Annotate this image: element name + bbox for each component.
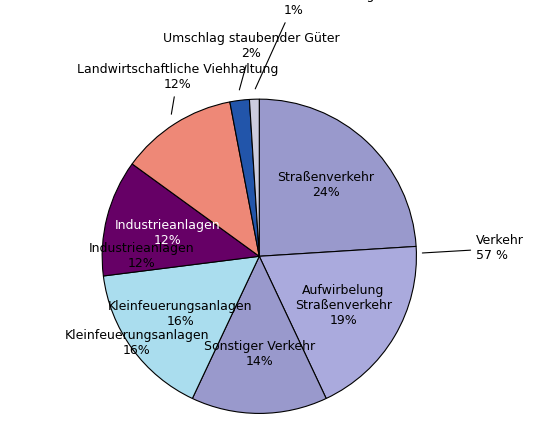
Wedge shape: [103, 256, 259, 398]
Wedge shape: [132, 102, 259, 256]
Text: Landwirtschaftliche Viehhaltung
12%: Landwirtschaftliche Viehhaltung 12%: [77, 63, 278, 114]
Text: Kleinfeuerungsanlagen
16%: Kleinfeuerungsanlagen 16%: [64, 329, 209, 357]
Wedge shape: [249, 99, 259, 256]
Text: Sonstiger Verkehr
14%: Sonstiger Verkehr 14%: [204, 340, 315, 368]
Wedge shape: [259, 99, 416, 256]
Text: Umschlag staubender Güter
2%: Umschlag staubender Güter 2%: [163, 32, 340, 90]
Text: Kleinfeuerungsanlagen
16%: Kleinfeuerungsanlagen 16%: [108, 299, 252, 328]
Text: Industrieanlagen
12%: Industrieanlagen 12%: [115, 219, 221, 247]
Wedge shape: [192, 256, 326, 414]
Text: Aufwirbelung
Straßenverkehr
19%: Aufwirbelung Straßenverkehr 19%: [295, 284, 392, 327]
Text: Ackerlandbewirtschaftung
1%: Ackerlandbewirtschaftung 1%: [212, 0, 376, 89]
Text: Verkehr
57 %: Verkehr 57 %: [422, 234, 524, 263]
Wedge shape: [230, 99, 259, 256]
Text: Straßenverkehr
24%: Straßenverkehr 24%: [278, 171, 375, 199]
Wedge shape: [259, 247, 416, 398]
Text: Industrieanlagen
12%: Industrieanlagen 12%: [89, 242, 194, 270]
Wedge shape: [102, 164, 259, 276]
